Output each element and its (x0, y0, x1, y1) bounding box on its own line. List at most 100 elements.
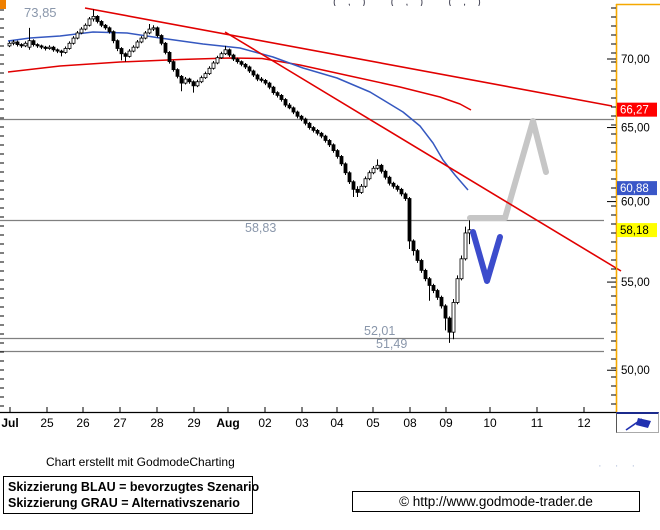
x-axis-label: 26 (76, 416, 90, 430)
candle-body (427, 278, 432, 286)
corner-marker (0, 0, 6, 9)
candle-body (447, 317, 452, 333)
candle-body (91, 15, 96, 20)
candle-body (207, 67, 212, 75)
price-marker-label: 60,88 (620, 183, 649, 195)
candle-body (183, 78, 188, 84)
candle-body (171, 61, 176, 71)
price-level-label: 58,83 (245, 221, 276, 235)
high-price-annotation: 73,85 (24, 5, 57, 20)
x-axis-label: 25 (40, 416, 54, 430)
candle-body (75, 32, 80, 39)
price-marker-box (617, 223, 657, 238)
candle-body (243, 63, 248, 68)
candle-body (199, 77, 204, 83)
candle-body (355, 188, 360, 193)
candle-body (403, 193, 408, 199)
x-axis-label: 09 (439, 416, 453, 430)
candle-body (287, 104, 292, 109)
candle-body (431, 285, 436, 291)
candle-body (47, 46, 52, 49)
legend-gray-scenario: Skizzierung GRAU = Alternativszenario (8, 496, 240, 510)
x-axis-label: 04 (330, 416, 344, 430)
candle-body (283, 99, 288, 106)
candle-body (279, 94, 284, 100)
ma-blue-fast (7, 31, 469, 191)
candle-body (107, 27, 112, 33)
candle-body (455, 278, 460, 303)
candle-body (19, 44, 24, 47)
candle-body (15, 41, 20, 45)
candle-body (399, 188, 404, 195)
candle-body (459, 258, 464, 280)
candle-body (123, 53, 128, 57)
candle-body (307, 122, 312, 128)
candle-body (7, 42, 12, 47)
candle-body (227, 49, 232, 56)
x-axis-label: 29 (187, 416, 201, 430)
candle-body (55, 49, 60, 52)
candle-body (371, 167, 376, 174)
candle-body (187, 78, 192, 83)
candle-body (303, 118, 308, 124)
candle-body (367, 172, 372, 180)
candle-body (291, 107, 296, 113)
candle-body (267, 82, 272, 88)
candle-body (315, 130, 320, 134)
candle-body (143, 32, 148, 39)
footer-dots: · · · (598, 460, 641, 472)
candle-body (407, 198, 412, 242)
candle-body (347, 172, 352, 183)
x-axis-label: 02 (258, 416, 272, 430)
candle-body (327, 140, 332, 146)
copyright-url-box: © http://www.godmode-trader.de (352, 491, 640, 512)
x-axis-label: 12 (577, 416, 591, 430)
candle-body (87, 18, 92, 26)
x-axis-label: 08 (403, 416, 417, 430)
candle-body (379, 164, 384, 172)
cursor-tool-button[interactable] (616, 412, 659, 433)
y-axis-label: 65,00 (621, 123, 650, 135)
candle-body (191, 81, 196, 87)
x-axis-label: 05 (366, 416, 380, 430)
candle-body (67, 42, 72, 49)
candle-body (219, 53, 224, 59)
candle-body (463, 232, 468, 260)
copyright-url-link[interactable]: © http://www.godmode-trader.de (399, 494, 593, 509)
candle-body (215, 57, 220, 64)
candle-body (95, 15, 100, 22)
candle-body (335, 150, 340, 157)
candle-body (51, 46, 56, 51)
downtrend-steep (224, 31, 622, 272)
candle-body (443, 305, 448, 319)
candle-body (271, 86, 276, 94)
candle-body (23, 42, 28, 47)
candle-body (391, 182, 396, 187)
candle-body (351, 181, 356, 190)
candle-body (103, 24, 108, 29)
candle-body (111, 31, 116, 42)
x-axis-label: 03 (295, 416, 309, 430)
preferred-scenario-blue (470, 229, 503, 284)
candle-body (71, 37, 76, 44)
candle-body (319, 132, 324, 137)
scenario-legend-box: Skizzierung BLAU = bevorzugtes Szenario … (3, 476, 260, 514)
candle-body (419, 260, 424, 271)
ma-red-slow (7, 57, 472, 111)
candle-body (195, 81, 200, 87)
candle-body (435, 290, 440, 298)
candle-body (139, 37, 144, 43)
candle-body (295, 111, 300, 117)
y-axis-label: 60,00 (621, 197, 650, 209)
clipped-title-text: ( , ) ( , ) ( , ) (333, 0, 485, 6)
candle-body (395, 185, 400, 190)
legend-blue-scenario: Skizzierung BLAU = bevorzugtes Szenario (8, 480, 260, 494)
price-marker-box (617, 102, 657, 117)
x-axis-label: 27 (113, 416, 127, 430)
x-axis-label: 11 (531, 416, 544, 430)
candle-body (175, 69, 180, 77)
candle-body (63, 48, 68, 53)
candle-body (331, 144, 336, 152)
candle-body (423, 269, 428, 280)
